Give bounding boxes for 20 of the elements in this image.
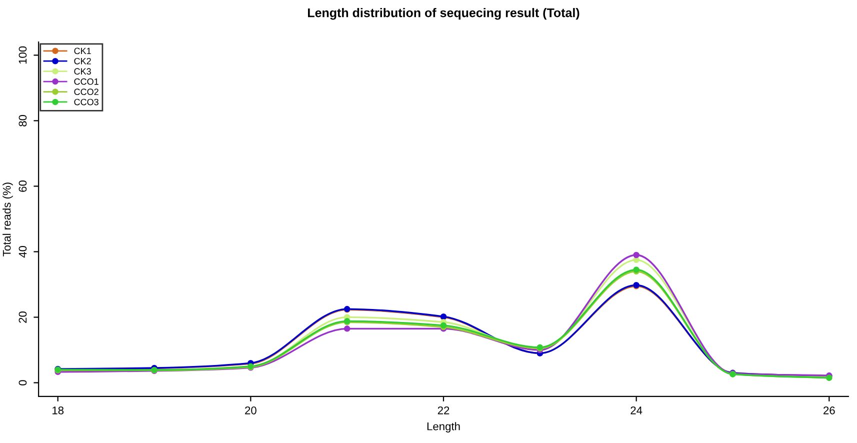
x-tick-label: 24 — [630, 406, 642, 414]
legend-label: CCO2 — [74, 88, 98, 96]
y-tick-label: 20 — [18, 311, 27, 323]
x-tick-label: 26 — [824, 406, 835, 414]
chart-title: Length distribution of sequecing result (Total) — [308, 8, 580, 20]
legend-label: CK1 — [74, 48, 91, 54]
x-axis-title: Length — [427, 422, 460, 432]
y-tick-label: 0 — [18, 380, 27, 386]
y-tick-label: 40 — [18, 246, 27, 258]
legend-label: CK3 — [74, 68, 91, 75]
legend-label: CK2 — [74, 58, 91, 64]
y-tick-label: 100 — [18, 46, 27, 64]
legend-label: CCO3 — [74, 98, 98, 106]
x-tick-label: 22 — [438, 406, 450, 414]
y-tick-label: 80 — [18, 114, 27, 126]
y-axis-title: Total reads (%) — [2, 182, 13, 256]
x-tick-label: 20 — [245, 406, 256, 414]
legend-label: CCO1 — [74, 78, 98, 85]
y-tick-label: 60 — [18, 180, 27, 192]
x-tick-label: 18 — [52, 406, 64, 414]
